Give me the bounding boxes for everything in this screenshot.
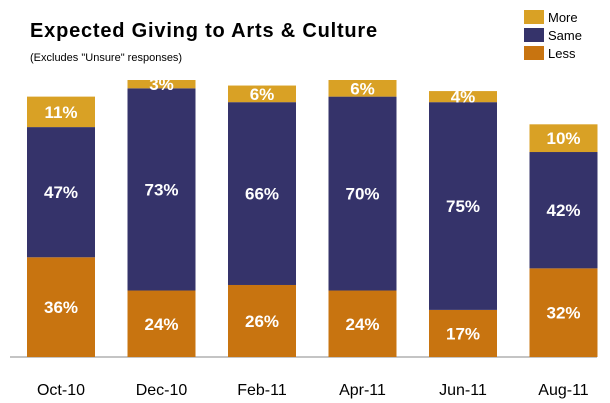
chart-subtitle: (Excludes "Unsure" responses) [30,52,183,64]
legend-label-less: Less [548,45,576,61]
bar-segment-more-oct-10 [27,96,95,128]
bar-segment-more-dec-10 [127,80,196,89]
bar-segment-same-aug-11 [529,152,598,269]
bar-segment-same-jun-11 [429,102,497,310]
data-label-less-aug-11: 32% [546,304,580,323]
bar-segment-less-oct-10 [27,257,95,357]
x-tick-label-jun-11: Jun-11 [439,382,487,399]
legend-swatch-more [524,10,544,24]
legend: More Same Less [524,8,582,62]
data-label-more-dec-10: 3% [149,75,174,94]
legend-swatch-less [524,46,544,60]
bar-segment-less-aug-11 [529,268,598,357]
bar-segment-less-feb-11 [228,284,296,357]
data-label-less-feb-11: 26% [245,312,279,331]
bar-segment-less-dec-10 [127,290,196,357]
data-label-less-jun-11: 17% [446,324,480,343]
data-label-same-apr-11: 70% [345,185,379,204]
data-label-same-jun-11: 75% [446,197,480,216]
data-label-same-dec-10: 73% [144,180,178,199]
bar-segment-same-oct-10 [27,127,95,258]
legend-swatch-same [524,28,544,42]
chart-title: Expected Giving to Arts & Culture [30,20,378,42]
legend-item-same: Same [524,26,582,44]
data-label-more-aug-11: 10% [546,129,580,148]
data-label-same-oct-10: 47% [44,183,78,202]
legend-item-more: More [524,8,582,26]
bar-segment-less-jun-11 [429,309,497,357]
data-label-more-jun-11: 4% [451,88,476,107]
bar-segment-more-jun-11 [429,91,497,103]
x-tick-label-aug-11: Aug-11 [538,382,589,399]
bar-segment-more-apr-11 [328,80,397,97]
x-tick-label-feb-11: Feb-11 [237,382,287,399]
bar-segment-more-aug-11 [529,124,598,153]
data-label-more-apr-11: 6% [350,79,375,98]
bar-segment-same-apr-11 [328,96,397,291]
data-label-less-dec-10: 24% [144,315,178,334]
x-tick-label-oct-10: Oct-10 [37,382,85,399]
bar-segment-less-apr-11 [328,290,397,357]
bar-segment-same-dec-10 [127,88,196,291]
data-label-less-apr-11: 24% [345,315,379,334]
bar-segment-more-feb-11 [228,85,296,103]
x-tick-label-apr-11: Apr-11 [339,382,386,399]
legend-label-more: More [548,9,578,25]
data-label-more-feb-11: 6% [250,85,275,104]
data-label-same-feb-11: 66% [245,185,279,204]
legend-item-less: Less [524,44,582,62]
data-label-same-aug-11: 42% [546,201,580,220]
data-label-less-oct-10: 36% [44,298,78,317]
data-label-more-oct-10: 11% [44,103,77,122]
x-tick-label-dec-10: Dec-10 [136,382,188,399]
legend-label-same: Same [548,27,582,43]
bar-segment-same-feb-11 [228,102,296,285]
